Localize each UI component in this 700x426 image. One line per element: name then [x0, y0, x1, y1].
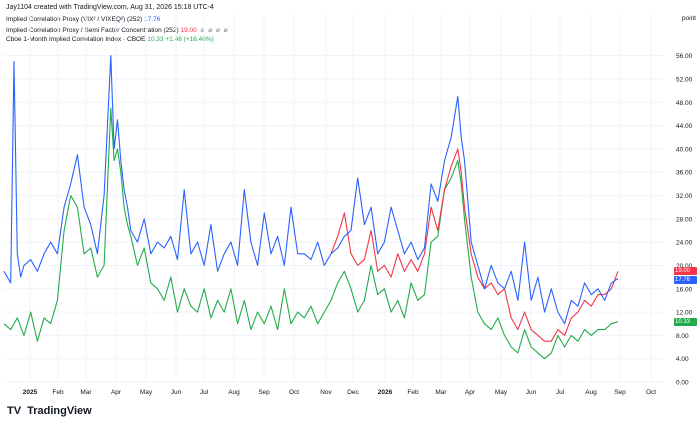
x-tick-label: Jul [556, 389, 565, 396]
y-tick-label: 32.00 [676, 193, 693, 200]
x-tick-label: Mar [80, 389, 92, 396]
series-line-1 [330, 148, 619, 342]
legend-entry-proxy[interactable]: Implied Correlation Proxy (VIX² / VIXEQ²… [6, 16, 160, 23]
x-tick-label: May [495, 389, 508, 396]
y-tick-label: 36.00 [676, 170, 693, 177]
y-tick-label: 24.00 [676, 240, 693, 247]
legend-label: Cboe 1-Month Implied Correlation Index ·… [6, 36, 146, 43]
series-line-0 [3, 55, 619, 325]
x-tick-label: Apr [111, 389, 122, 396]
x-tick-label: Oct [289, 389, 299, 396]
y-tick-label: 0.00 [676, 380, 689, 387]
x-tick-label: Dec [347, 389, 359, 396]
x-tick-label: 2025 [23, 389, 38, 396]
x-tick-label: Feb [407, 389, 419, 396]
x-tick-label: Aug [585, 389, 597, 396]
attribution-text: Jay1104 created with TradingView.com, Au… [6, 4, 214, 11]
x-tick-label: 2026 [378, 389, 393, 396]
x-tick-label: May [140, 389, 153, 396]
settings-icon[interactable]: ⌀ ⌀ ⌀ ⌀ [200, 27, 229, 34]
y-tick-label: 12.00 [676, 310, 693, 317]
legend-entry-semi-proxy[interactable]: Implied Correlation Proxy / Semi Factor … [6, 26, 229, 34]
legend-value: 19.00 [180, 27, 197, 34]
legend-value: 17.76 [144, 16, 161, 23]
y-tick-label: 16.00 [676, 286, 693, 293]
x-tick-label: Nov [320, 389, 332, 396]
x-tick-label: Apr [465, 389, 476, 396]
tradingview-brand-name: TradingView [27, 405, 92, 417]
x-tick-label: Sep [258, 389, 270, 396]
y-tick-label: 4.00 [676, 356, 689, 363]
y-tick-label: 52.00 [676, 76, 693, 83]
legend-change: +1.46 (+16.46%) [165, 36, 214, 43]
x-tick-label: Oct [646, 389, 656, 396]
y-tick-label: 56.00 [676, 53, 693, 60]
last-value-badge-red: 19.00 [674, 267, 697, 276]
axis-unit-label: point [681, 15, 696, 22]
y-tick-label: 8.00 [676, 333, 689, 340]
y-tick-label: 48.00 [676, 100, 693, 107]
x-tick-label: Mar [435, 389, 447, 396]
last-value-badge-green: 10.33 [674, 317, 697, 326]
x-tick-label: Sep [614, 389, 626, 396]
x-tick-label: Jun [526, 389, 537, 396]
legend-value: 10.33 [147, 36, 164, 43]
tradingview-logo[interactable]: TV TradingView [7, 405, 92, 417]
last-value-badge-blue: 17.76 [674, 276, 697, 285]
y-tick-label: 20.00 [676, 263, 693, 270]
y-tick-label: 28.00 [676, 216, 693, 223]
x-tick-label: Feb [52, 389, 64, 396]
legend-label: Implied Correlation Proxy / Semi Factor … [6, 27, 179, 34]
legend-label: Implied Correlation Proxy (VIX² / VIXEQ²… [6, 16, 143, 23]
x-tick-label: Jul [200, 389, 209, 396]
y-tick-label: 44.00 [676, 123, 693, 130]
y-tick-label: 40.00 [676, 146, 693, 153]
x-tick-label: Jun [171, 389, 182, 396]
x-tick-label: Aug [228, 389, 240, 396]
series-line-2 [3, 107, 619, 360]
legend-entry-cboe[interactable]: Cboe 1-Month Implied Correlation Index ·… [6, 36, 214, 43]
tradingview-logo-icon: TV [7, 405, 22, 417]
